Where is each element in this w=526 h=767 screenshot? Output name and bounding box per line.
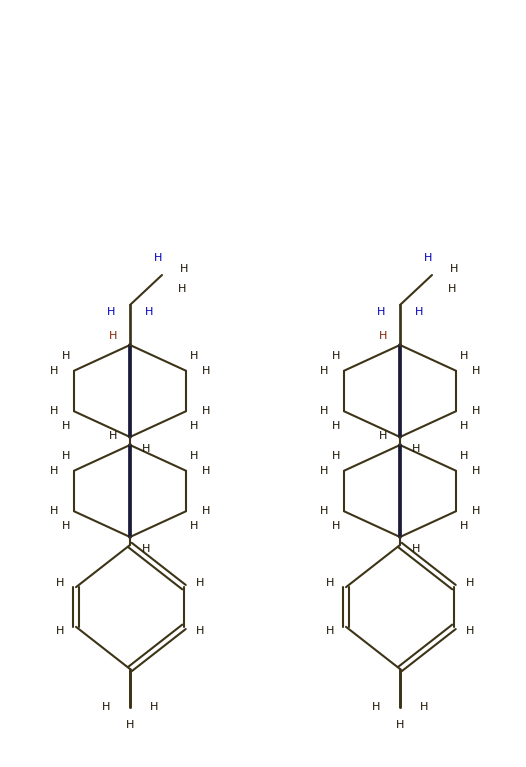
Text: H: H [62,421,70,431]
Text: H: H [142,444,150,454]
Text: H: H [472,506,480,516]
Text: H: H [202,366,210,376]
Text: H: H [326,578,334,588]
Text: H: H [450,264,458,274]
Text: H: H [180,264,188,274]
Text: H: H [472,407,480,416]
Text: H: H [460,351,468,360]
Text: H: H [109,431,117,441]
Text: H: H [56,626,64,636]
Text: H: H [190,451,198,461]
Text: H: H [332,351,340,360]
Text: H: H [379,431,387,441]
Text: H: H [466,578,474,588]
Text: H: H [424,253,432,263]
Text: H: H [460,522,468,532]
Text: H: H [190,351,198,360]
Text: H: H [460,421,468,431]
Text: H: H [109,331,117,341]
Text: H: H [50,466,58,476]
Text: H: H [50,506,58,516]
Text: H: H [190,421,198,431]
Text: H: H [202,466,210,476]
Text: H: H [154,253,162,263]
Text: H: H [178,284,186,294]
Text: H: H [62,522,70,532]
Text: H: H [150,702,158,712]
Text: H: H [420,702,428,712]
Text: H: H [62,351,70,360]
Text: H: H [102,702,110,712]
Text: H: H [196,626,204,636]
Text: H: H [50,366,58,376]
Text: H: H [372,702,380,712]
Text: H: H [202,506,210,516]
Text: H: H [466,626,474,636]
Text: H: H [472,466,480,476]
Text: H: H [145,307,153,317]
Text: H: H [326,626,334,636]
Text: H: H [320,506,328,516]
Text: H: H [202,407,210,416]
Text: H: H [332,451,340,461]
Text: H: H [472,366,480,376]
Text: H: H [377,307,385,317]
Text: H: H [320,366,328,376]
Text: H: H [56,578,64,588]
Text: H: H [50,407,58,416]
Text: H: H [126,720,134,730]
Text: H: H [412,444,420,454]
Text: H: H [396,720,404,730]
Text: H: H [412,544,420,554]
Text: H: H [196,578,204,588]
Text: H: H [320,466,328,476]
Text: H: H [320,407,328,416]
Text: H: H [142,544,150,554]
Text: H: H [460,451,468,461]
Text: H: H [332,522,340,532]
Text: H: H [332,421,340,431]
Text: H: H [415,307,423,317]
Text: H: H [379,331,387,341]
Text: H: H [448,284,456,294]
Text: H: H [107,307,115,317]
Text: H: H [62,451,70,461]
Text: H: H [190,522,198,532]
